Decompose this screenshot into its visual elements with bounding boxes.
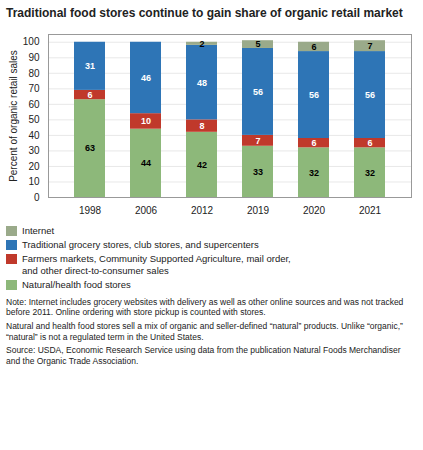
svg-text:60: 60	[28, 99, 40, 110]
svg-text:30: 30	[28, 146, 40, 157]
html-text:Traditional food stores contin: Traditional food stores continue to gain…	[6, 6, 403, 20]
html-text:Internet: Internet	[22, 225, 55, 237]
svg-text:6: 6	[367, 138, 372, 148]
svg-text:Percent of organic retail sale: Percent of organic retail sales	[8, 51, 19, 183]
svg-text:10: 10	[28, 177, 40, 188]
svg-text:7: 7	[367, 41, 372, 51]
svg-text:10: 10	[141, 117, 151, 127]
html-text:Natural and health food stores: Natural and health food stores sell a mi…	[6, 321, 403, 342]
html-text:Natural/health food stores: Natural/health food stores	[22, 278, 131, 290]
svg-text:46: 46	[141, 73, 151, 83]
svg-text:2006: 2006	[135, 205, 158, 216]
svg-text:100: 100	[23, 37, 40, 48]
svg-text:44: 44	[141, 159, 151, 169]
svg-text:2: 2	[199, 39, 204, 49]
svg-text:0: 0	[34, 192, 40, 203]
svg-text:2020: 2020	[303, 205, 326, 216]
svg-text:32: 32	[309, 168, 319, 178]
svg-text:31: 31	[85, 62, 95, 72]
html-text:Note: Internet includes grocer: Note: Internet includes grocery websites…	[6, 296, 404, 318]
svg-text:6: 6	[87, 90, 92, 100]
svg-text:6: 6	[311, 42, 316, 52]
svg-text:2012: 2012	[191, 205, 214, 216]
svg-text:32: 32	[365, 168, 375, 178]
svg-text:56: 56	[253, 87, 263, 97]
svg-text:70: 70	[28, 83, 40, 94]
svg-text:33: 33	[253, 167, 263, 177]
svg-text:8: 8	[199, 121, 204, 131]
svg-text:56: 56	[365, 90, 375, 100]
svg-text:2019: 2019	[247, 205, 270, 216]
svg-text:20: 20	[28, 161, 40, 172]
svg-text:63: 63	[85, 144, 95, 154]
svg-text:40: 40	[28, 130, 40, 141]
html-text:Traditional grocery stores, cl: Traditional grocery stores, club stores,…	[22, 239, 259, 251]
svg-text:48: 48	[197, 78, 207, 88]
svg-text:6: 6	[311, 138, 316, 148]
html-text:Source: USDA, Economic Researc: Source: USDA, Economic Research Service …	[6, 345, 401, 366]
svg-text:7: 7	[255, 136, 260, 146]
svg-text:2021: 2021	[359, 205, 382, 216]
svg-text:56: 56	[309, 90, 319, 100]
svg-text:5: 5	[255, 40, 260, 50]
svg-text:1998: 1998	[79, 205, 102, 216]
svg-text:90: 90	[28, 52, 40, 63]
svg-text:80: 80	[28, 68, 40, 79]
svg-text:50: 50	[28, 114, 40, 125]
svg-text:42: 42	[197, 160, 207, 170]
html-text:Farmers markets, Community Sup: Farmers markets, Community Supported Agr…	[22, 253, 291, 276]
